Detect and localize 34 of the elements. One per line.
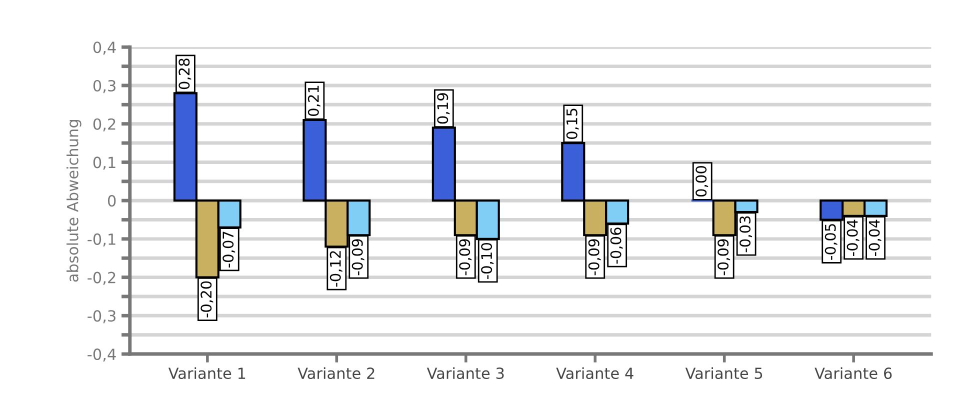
data-label: -0,03 [740,216,752,252]
y-tick-label: 0 [108,195,116,207]
data-label: -0,09 [718,239,730,276]
y-tick-label: 0,4 [93,42,116,55]
x-tick-label: Variante 3 [426,367,504,380]
y-axis-title: absolute Abweichung [66,120,82,282]
data-label: -0,06 [610,228,623,264]
data-label: 0,19 [437,93,450,124]
data-label: -0,20 [200,281,214,318]
y-tick-label: 0,2 [93,118,116,132]
data-label: -0,12 [330,251,342,287]
data-label: -0,09 [588,239,601,276]
data-label: -0,07 [222,232,236,268]
data-label: -0,05 [824,224,838,260]
data-label: 0,00 [696,166,708,197]
y-tick-label: 0,1 [93,156,116,170]
data-label: 0,15 [566,108,579,139]
x-tick-label: Variante 5 [685,367,762,380]
data-label: -0,04 [846,220,860,256]
data-label: -0,10 [481,242,494,280]
y-tick-label: 0,3 [93,80,116,94]
x-tick-label: Variante 2 [298,367,374,380]
x-tick-label: Variante 1 [168,367,246,380]
y-tick-label: -0,4 [88,348,116,362]
data-label: 0,28 [178,58,192,90]
y-tick-label: -0,1 [88,233,116,247]
x-tick-label: Variante 4 [556,367,634,380]
y-tick-label: -0,2 [88,272,116,285]
data-label: -0,09 [352,239,364,276]
data-label: -0,04 [868,220,882,256]
data-label: 0,21 [308,86,320,116]
data-label: -0,09 [459,239,472,276]
x-tick-label: Variante 6 [814,367,892,380]
y-tick-label: -0,3 [88,310,116,324]
